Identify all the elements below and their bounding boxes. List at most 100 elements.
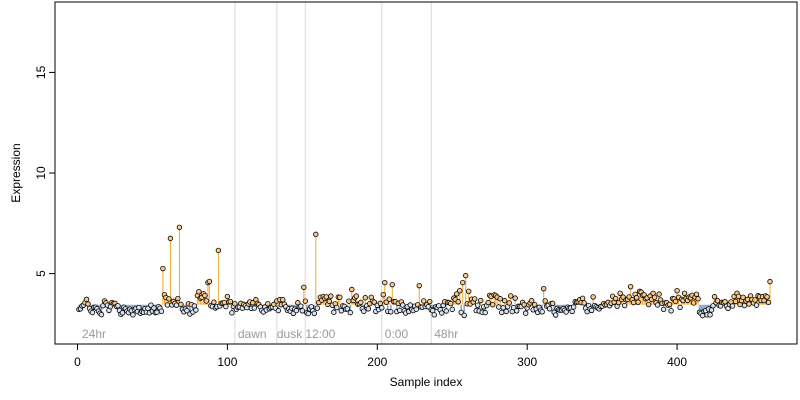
data-point [539, 309, 545, 315]
phase-label: dawn [238, 327, 267, 341]
data-point [389, 281, 395, 288]
data-point [570, 304, 577, 310]
data-point [674, 287, 680, 294]
data-point [741, 302, 748, 309]
y-axis-label: Expression [9, 143, 23, 202]
data-point [660, 306, 667, 313]
data-point [693, 291, 700, 298]
x-axis-label: Sample index [390, 375, 463, 389]
data-point [454, 291, 460, 297]
data-point [211, 299, 217, 305]
x-tick-label: 300 [517, 355, 537, 369]
data-point [549, 300, 556, 307]
data-point [522, 310, 529, 316]
data-point [485, 299, 491, 306]
data-point [542, 298, 548, 304]
data-point [224, 293, 231, 300]
data-point [397, 307, 403, 314]
data-point [346, 298, 352, 304]
x-tick-label: 100 [217, 355, 237, 369]
data-point [513, 308, 520, 314]
x-tick-label: 0 [74, 355, 81, 369]
data-point [232, 301, 238, 307]
data-point [690, 300, 697, 306]
data-point [449, 306, 455, 313]
data-point [448, 300, 454, 307]
data-point [314, 305, 321, 311]
data-point [569, 308, 575, 315]
data-point [740, 294, 746, 301]
data-point [154, 309, 160, 315]
data-point [229, 310, 235, 316]
y-axis: 5 10 15 [34, 65, 56, 277]
data-point [377, 300, 383, 307]
data-point [501, 298, 508, 304]
data-point [506, 300, 512, 306]
x-tick-label: 200 [367, 355, 387, 369]
data-point [338, 308, 345, 314]
data-point [386, 296, 392, 302]
data-point [722, 299, 728, 305]
data-point [344, 306, 351, 312]
data-point [305, 310, 312, 317]
phase-label: 0:00 [385, 327, 409, 341]
data-point [461, 312, 467, 319]
data-point [482, 309, 488, 316]
data-point [475, 302, 481, 308]
data-point [668, 308, 674, 314]
data-point [298, 303, 304, 309]
data-point [765, 299, 772, 306]
data-point [349, 286, 355, 293]
data-point [167, 235, 174, 242]
data-point [371, 299, 377, 305]
data-point [98, 311, 105, 318]
data-point [166, 296, 172, 302]
data-point [115, 303, 121, 309]
data-point [358, 299, 364, 306]
data-point [275, 307, 282, 314]
data-point [457, 287, 463, 294]
data-point [507, 293, 514, 299]
data-point [265, 301, 271, 307]
data-point [546, 306, 553, 312]
data-point [540, 285, 547, 292]
phase-label: 48hr [434, 327, 458, 341]
data-point [365, 306, 371, 312]
data-point [677, 304, 683, 311]
phase-divider-lines [234, 2, 432, 344]
data-point [761, 297, 767, 304]
data-point [732, 298, 739, 305]
data-point [193, 307, 199, 313]
y-tick-label: 15 [34, 65, 48, 79]
data-point [460, 279, 466, 286]
data-point [503, 308, 509, 315]
data-point [223, 303, 229, 310]
data-point [302, 298, 309, 304]
data-point [478, 297, 484, 304]
data-point [361, 308, 367, 314]
data-point [735, 293, 742, 300]
data-point [651, 294, 658, 301]
data-point [528, 298, 535, 304]
data-point [89, 309, 96, 316]
data-point [617, 290, 623, 297]
data-point [552, 312, 559, 318]
stem-lines [84, 227, 771, 305]
data-point [293, 307, 300, 314]
data-point [635, 299, 641, 305]
data-point [379, 305, 385, 311]
data-point [621, 302, 628, 309]
data-point [753, 302, 760, 308]
data-point [400, 302, 406, 308]
data-point [497, 296, 503, 302]
data-point [251, 305, 258, 311]
data-point [323, 294, 330, 300]
data-point [714, 298, 721, 304]
data-point [672, 298, 679, 305]
data-point [85, 301, 91, 307]
data-point [711, 294, 718, 300]
data-point [498, 309, 505, 316]
data-point [215, 247, 222, 254]
x-tick-label: 400 [667, 355, 687, 369]
